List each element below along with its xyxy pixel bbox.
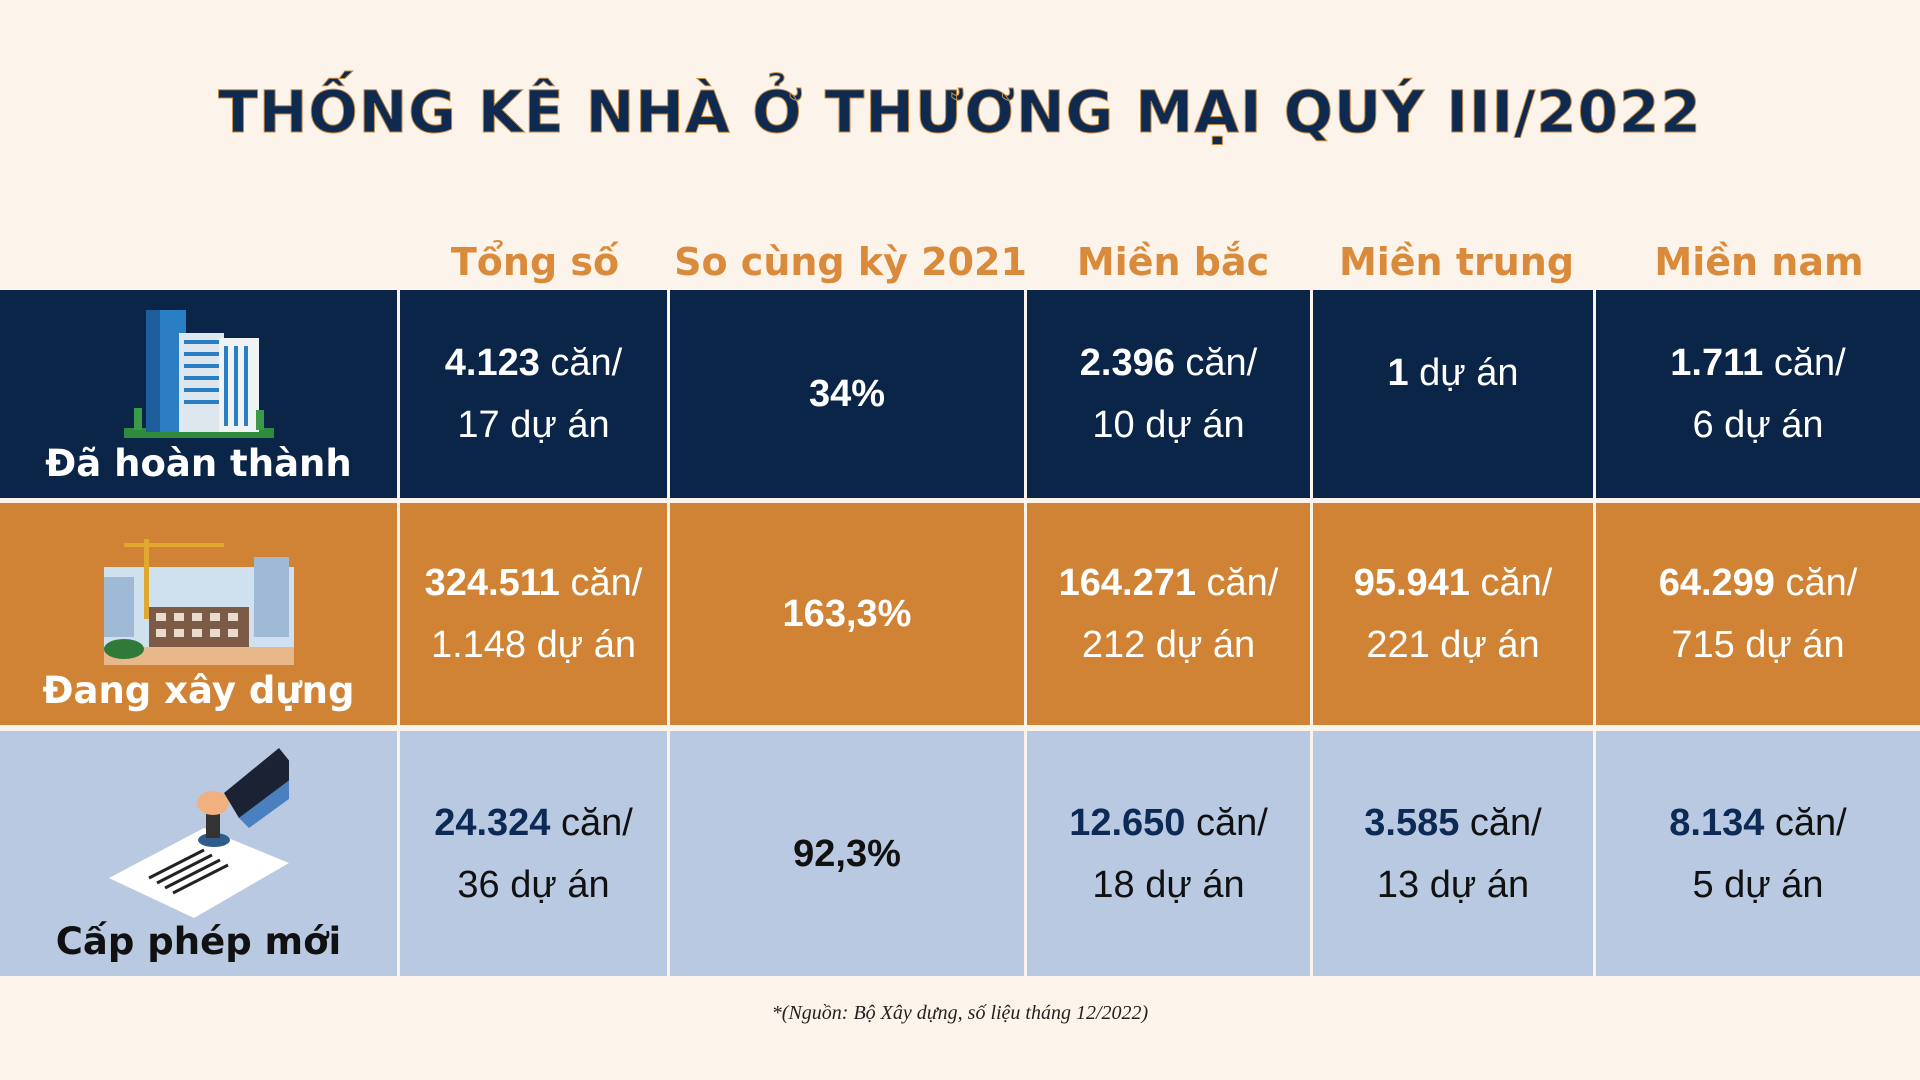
stamp-permit-icon (108, 748, 289, 918)
cell-total: 324.511 căn/1.148 dự án (400, 503, 670, 725)
yoy-value: 163,3% (782, 593, 912, 635)
total-units: 324.511 (424, 562, 560, 604)
south-projects: 5 dự án (1692, 863, 1824, 906)
cell-central: 95.941 căn/221 dự án (1313, 503, 1596, 725)
row-label-cell: Đang xây dựng (0, 503, 400, 725)
north-units: 164.271 (1058, 562, 1196, 604)
cell-north: 12.650 căn/18 dự án (1027, 731, 1313, 976)
cell-south: 64.299 căn/715 dự án (1596, 503, 1920, 725)
south-projects: 6 dự án (1692, 404, 1824, 446)
cell-central: 1 dự án (1313, 290, 1596, 498)
north-projects: 10 dự án (1092, 404, 1245, 446)
cell-total: 24.324 căn/36 dự án (400, 731, 670, 976)
row-label-cell: Đã hoàn thành (0, 290, 400, 498)
table-row-new-permits: Cấp phép mới 24.324 căn/36 dự án 92,3% 1… (0, 731, 1920, 976)
row-label-cell: Cấp phép mới (0, 731, 400, 976)
page-title: THỐNG KÊ NHÀ Ở THƯƠNG MẠI QUÝ III/2022 (218, 78, 1702, 147)
row-label: Cấp phép mới (55, 920, 342, 963)
construction-site-icon (103, 537, 294, 667)
col-header-north: Miền bắc (1076, 240, 1270, 284)
unit-label: căn/ (1195, 562, 1279, 604)
table-row-completed: Đã hoàn thành 4.123 căn/17 dự án 34% 2.3… (0, 290, 1920, 498)
unit-label: căn/ (1459, 801, 1542, 844)
unit-label: căn/ (1763, 342, 1846, 384)
cell-south: 8.134 căn/5 dự án (1596, 731, 1920, 976)
central-units: 95.941 (1353, 562, 1470, 604)
south-units: 8.134 (1669, 801, 1765, 844)
south-units: 64.299 (1658, 562, 1775, 604)
total-projects: 1.148 dự án (430, 624, 637, 666)
cell-north: 2.396 căn/10 dự án (1027, 290, 1313, 498)
central-units: 3.585 (1364, 801, 1460, 844)
col-header-south: Miền nam (1654, 240, 1864, 284)
cell-central: 3.585 căn/13 dự án (1313, 731, 1596, 976)
south-projects: 715 dự án (1671, 624, 1845, 666)
north-projects: 212 dự án (1081, 624, 1256, 666)
total-projects: 36 dự án (457, 863, 610, 906)
unit-label: căn/ (1185, 801, 1268, 844)
north-projects: 18 dự án (1092, 863, 1245, 906)
cell-yoy: 92,3% (670, 731, 1027, 976)
col-header-yoy: So cùng kỳ 2021 (674, 240, 1027, 284)
cell-yoy: 34% (670, 290, 1027, 498)
unit-label: căn/ (1469, 562, 1553, 604)
table-row-under-construction: Đang xây dựng 324.511 căn/1.148 dự án 16… (0, 503, 1920, 725)
total-units: 4.123 (444, 342, 540, 384)
unit-label: căn/ (539, 342, 623, 384)
central-projects: 13 dự án (1376, 863, 1530, 906)
total-projects: 17 dự án (457, 404, 610, 446)
cell-north: 164.271 căn/212 dự án (1027, 503, 1313, 725)
yoy-value: 92,3% (793, 832, 901, 875)
cell-south: 1.711 căn/6 dự án (1596, 290, 1920, 498)
col-header-total: Tổng số (450, 240, 620, 284)
cell-total: 4.123 căn/17 dự án (400, 290, 670, 498)
unit-label: căn/ (1774, 562, 1858, 604)
south-units: 1.711 (1670, 342, 1764, 384)
cell-yoy: 163,3% (670, 503, 1027, 725)
total-units: 24.324 (434, 801, 551, 844)
unit-label: căn/ (559, 562, 643, 604)
north-units: 12.650 (1069, 801, 1186, 844)
yoy-value: 34% (808, 373, 886, 415)
unit-label: dự án (1408, 352, 1519, 394)
central-count: 1 (1387, 352, 1409, 394)
central-projects: 221 dự án (1366, 624, 1540, 666)
unit-label: căn/ (1174, 342, 1258, 384)
source-footnote: *(Nguồn: Bộ Xây dựng, số liệu tháng 12/2… (771, 1002, 1149, 1024)
north-units: 2.396 (1079, 342, 1175, 384)
row-label: Đã hoàn thành (45, 442, 352, 485)
unit-label: căn/ (550, 801, 633, 844)
completed-building-icon (123, 308, 274, 440)
col-header-central: Miền trung (1338, 240, 1575, 284)
row-label: Đang xây dựng (42, 669, 355, 712)
unit-label: căn/ (1764, 801, 1847, 844)
